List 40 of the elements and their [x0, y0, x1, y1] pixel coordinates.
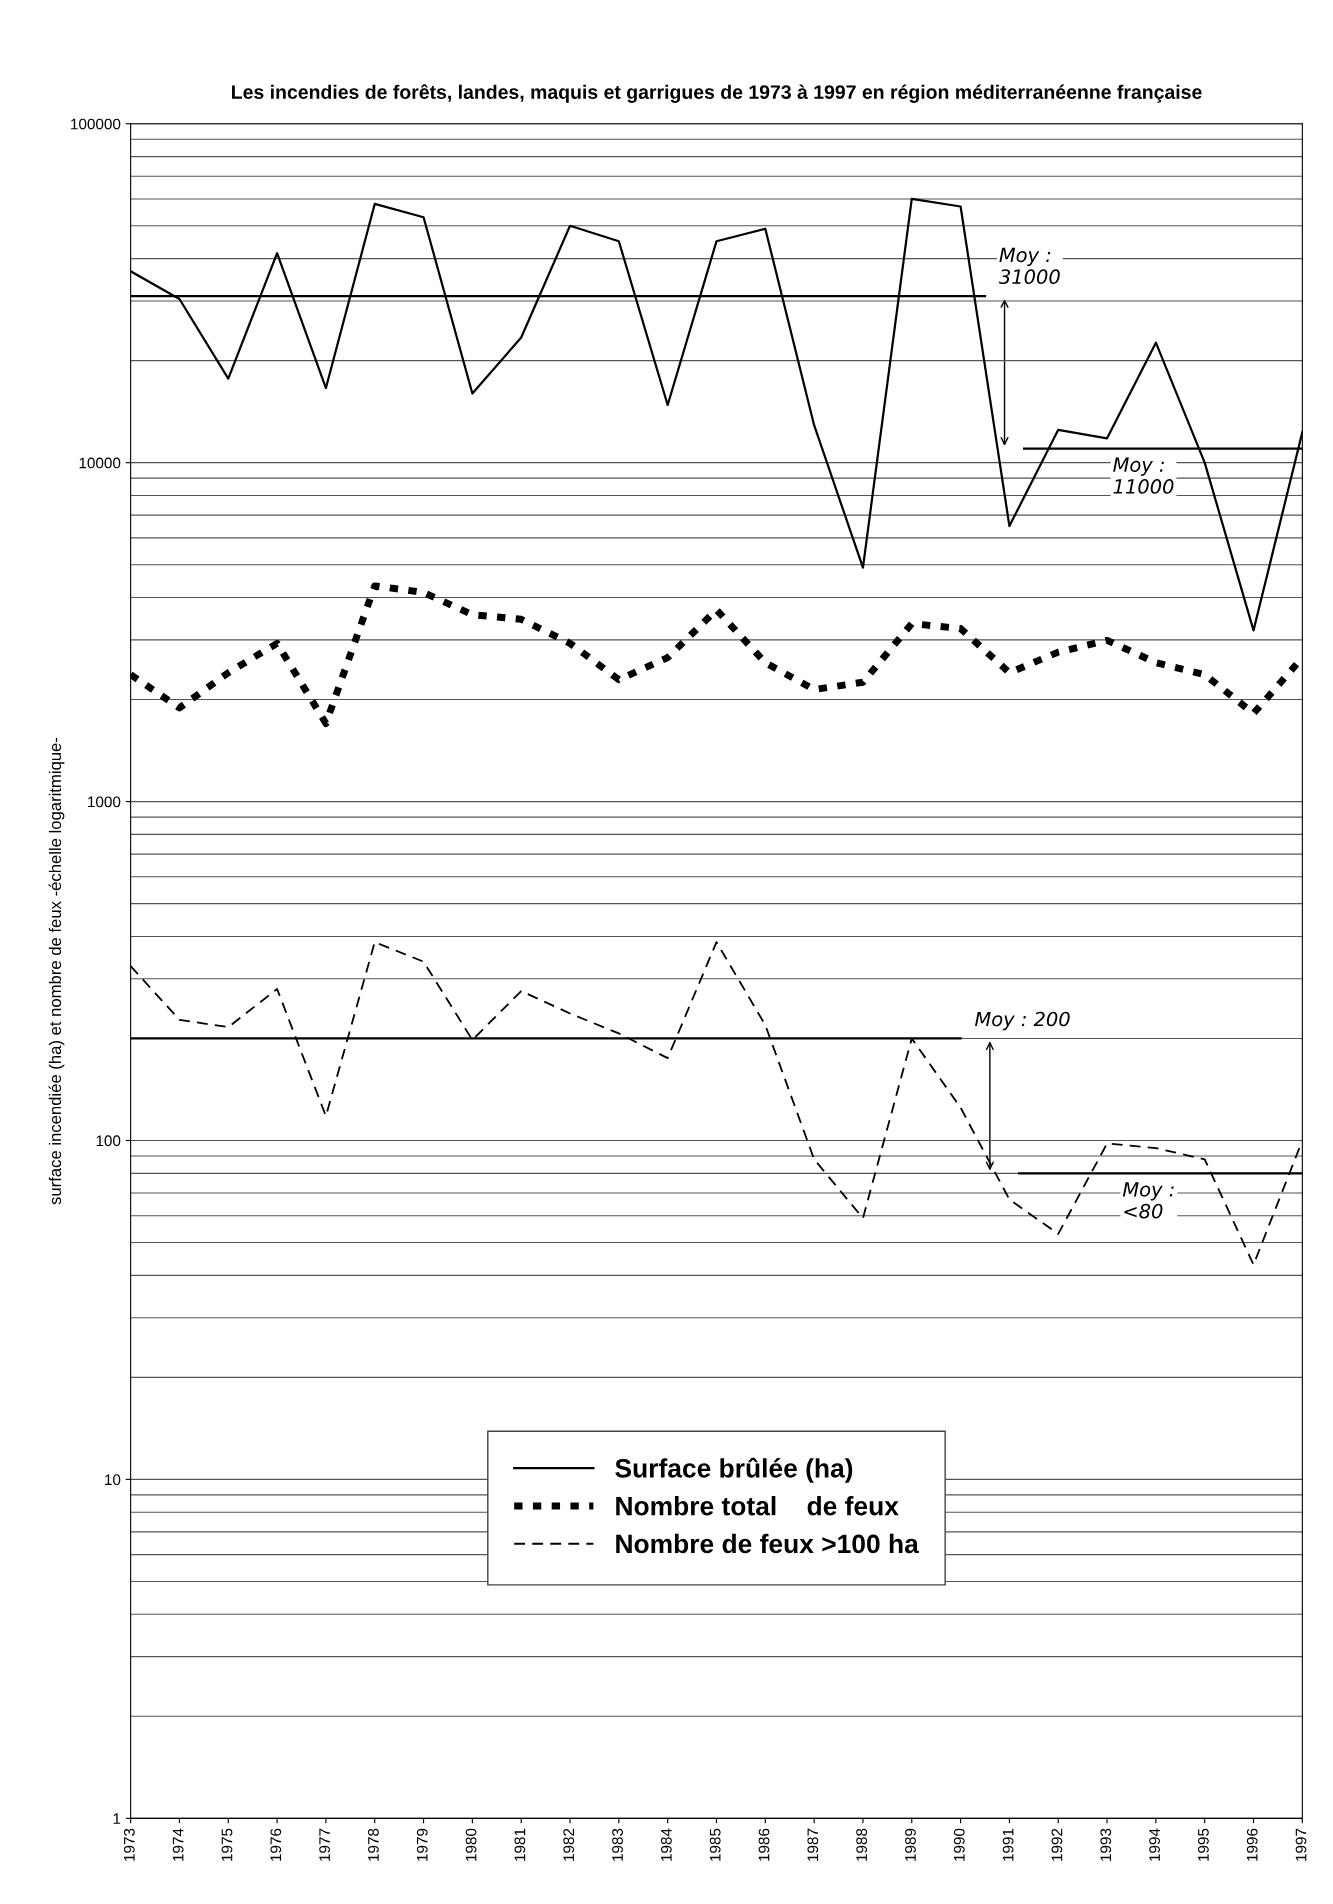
- annotation: Moy : 200: [975, 1011, 1070, 1031]
- legend-label: Surface brûlée (ha): [615, 1457, 853, 1483]
- x-tick-label: 1986: [758, 1828, 770, 1861]
- x-tick-label: 1988: [856, 1828, 868, 1861]
- legend-label: Nombre de feux >100 ha: [616, 1533, 919, 1554]
- annotation: Moy : 11000: [1113, 457, 1174, 494]
- x-tick-label: 1990: [953, 1828, 965, 1861]
- x-tick-label: 1991: [1002, 1828, 1014, 1861]
- x-tick-label: 1985: [709, 1828, 721, 1861]
- x-tick-label: 1980: [465, 1828, 477, 1861]
- x-tick-label: 1995: [1197, 1828, 1209, 1861]
- x-tick-label: 1978: [368, 1828, 379, 1861]
- x-tick-label: 1976: [270, 1828, 282, 1861]
- y-tick-label: 10000: [79, 457, 121, 469]
- y-tick-label: 1000: [88, 796, 121, 808]
- x-tick-label: 1994: [1149, 1828, 1160, 1861]
- x-tick-label: 1983: [612, 1828, 623, 1861]
- x-tick-label: 1987: [807, 1828, 819, 1861]
- y-tick-label: 100000: [71, 118, 121, 130]
- x-tick-label: 1981: [514, 1828, 526, 1861]
- y-tick-label: 100: [96, 1135, 121, 1147]
- x-tick-label: 1993: [1100, 1828, 1112, 1861]
- x-tick-label: 1996: [1246, 1828, 1258, 1861]
- x-tick-label: 1982: [563, 1828, 575, 1861]
- x-tick-label: 1975: [221, 1828, 233, 1861]
- annotation: Moy : <80: [1122, 1182, 1174, 1219]
- x-tick-label: 1984: [660, 1828, 672, 1861]
- y-axis-title: surface incendiée (ha) et nombre de feux -échelle logaritmique-: [48, 737, 65, 1205]
- x-tick-label: 1992: [1051, 1828, 1063, 1861]
- x-tick-label: 1997: [1295, 1828, 1307, 1861]
- annotation: Moy : 31000: [998, 247, 1060, 285]
- x-tick-label: 1989: [905, 1828, 916, 1861]
- x-tick-label: 1973: [123, 1828, 135, 1861]
- y-tick-label: 10: [105, 1474, 121, 1486]
- y-tick-label: 1: [113, 1813, 121, 1824]
- legend-label: Nombre total de feux: [616, 1496, 899, 1516]
- x-tick-label: 1974: [172, 1828, 184, 1861]
- x-tick-label: 1977: [319, 1828, 331, 1861]
- x-tick-label: 1979: [416, 1828, 428, 1861]
- chart-title: Les incendies de forêts, landes, maquis et garrigues de 1973 à 1997 en région méditerranéenne française: [232, 84, 1202, 103]
